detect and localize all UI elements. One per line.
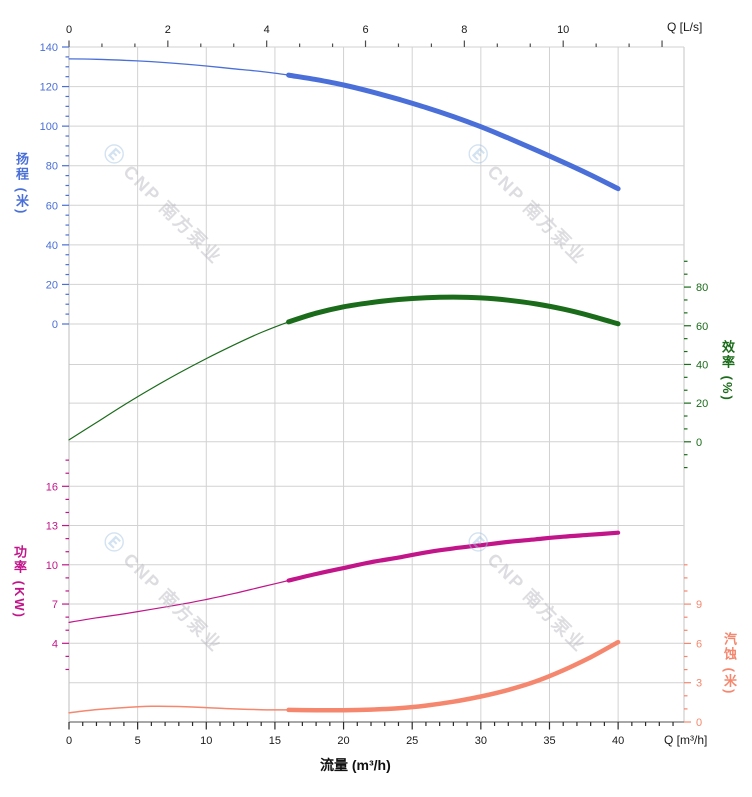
svg-text:7: 7 (52, 599, 58, 611)
svg-text:60: 60 (696, 321, 708, 333)
head-axis-title: 扬程 (米) (14, 152, 29, 216)
svg-text:0: 0 (66, 24, 72, 36)
svg-text:25: 25 (406, 735, 418, 747)
svg-text:0: 0 (66, 735, 72, 747)
efficiency-axis-title: 效率 (%) (720, 340, 735, 402)
svg-text:6: 6 (696, 638, 702, 650)
svg-text:0: 0 (696, 717, 702, 729)
svg-text:20: 20 (696, 398, 708, 410)
svg-text:4: 4 (52, 638, 58, 650)
svg-text:8: 8 (461, 24, 467, 36)
svg-text:100: 100 (40, 121, 58, 133)
npsh-curve-duty (286, 639, 621, 713)
svg-text:4: 4 (264, 24, 270, 36)
svg-text:40: 40 (46, 240, 58, 252)
npsh-axis-ticks: 0 3 6 9 (684, 564, 702, 729)
svg-text:80: 80 (696, 282, 708, 294)
efficiency-axis-ticks: 0 20 40 60 80 (684, 260, 708, 469)
gridlines (68, 46, 685, 723)
svg-text:140: 140 (40, 42, 58, 54)
head-curve (68, 58, 621, 192)
svg-text:40: 40 (612, 735, 624, 747)
svg-text:40: 40 (696, 359, 708, 371)
svg-text:0: 0 (696, 437, 702, 449)
power-curve-duty (286, 530, 621, 583)
npsh-curve (68, 639, 621, 714)
svg-text:6: 6 (362, 24, 368, 36)
power-axis-title: 功率 (KW) (12, 545, 27, 619)
head-axis-ticks: 0 20 40 60 80 100 120 140 (40, 42, 69, 331)
svg-text:15: 15 (269, 735, 281, 747)
svg-text:60: 60 (46, 200, 58, 212)
svg-text:35: 35 (543, 735, 555, 747)
svg-text:20: 20 (337, 735, 349, 747)
svg-text:0: 0 (52, 319, 58, 331)
head-curve-duty (286, 72, 621, 192)
flow-axis-label: 流量 (m³/h) (320, 757, 391, 773)
svg-text:5: 5 (135, 735, 141, 747)
top-axis-unit-label: Q [L/s] (667, 20, 703, 34)
bottom-axis-unit-label: Q [m³/h] (664, 733, 708, 747)
svg-text:9: 9 (696, 599, 702, 611)
top-axis-ticks: 0 2 4 6 8 10 (66, 24, 663, 47)
svg-text:10: 10 (46, 560, 58, 572)
svg-text:2: 2 (165, 24, 171, 36)
svg-text:10: 10 (557, 24, 569, 36)
svg-text:13: 13 (46, 521, 58, 533)
svg-text:80: 80 (46, 161, 58, 173)
svg-text:10: 10 (200, 735, 212, 747)
bottom-axis-ticks: 0 5 10 15 20 25 30 35 40 (66, 722, 674, 747)
svg-text:16: 16 (46, 481, 58, 493)
npsh-axis-title: 汽蚀 (米) (722, 632, 737, 696)
power-curve (68, 530, 621, 623)
svg-text:3: 3 (696, 678, 702, 690)
efficiency-curve (68, 294, 621, 441)
efficiency-curve-duty (286, 294, 621, 327)
power-axis-ticks: 4 7 10 13 16 (46, 459, 69, 671)
svg-text:30: 30 (475, 735, 487, 747)
svg-text:120: 120 (40, 82, 58, 94)
svg-text:20: 20 (46, 279, 58, 291)
